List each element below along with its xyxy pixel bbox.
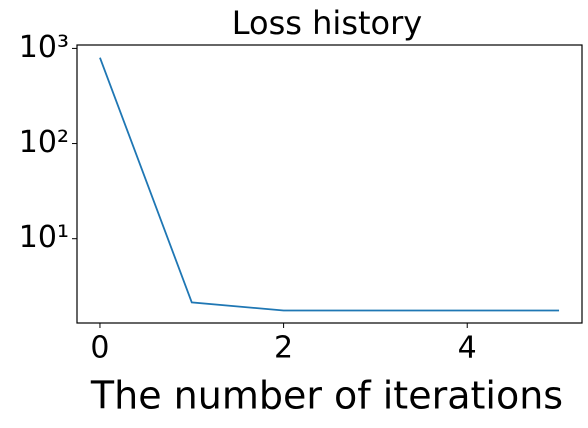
y-tick-label: 10² — [19, 125, 69, 160]
x-tick-label: 2 — [274, 331, 293, 366]
plot-frame — [76, 44, 583, 324]
x-axis-label: The number of iterations — [90, 374, 563, 418]
line-series — [99, 57, 560, 312]
x-tick-label: 0 — [90, 331, 109, 366]
y-tick-label: 10³ — [19, 30, 69, 65]
chart-title: Loss history — [232, 4, 422, 42]
y-tick-label: 10¹ — [19, 220, 69, 255]
x-tick-label: 4 — [458, 331, 477, 366]
